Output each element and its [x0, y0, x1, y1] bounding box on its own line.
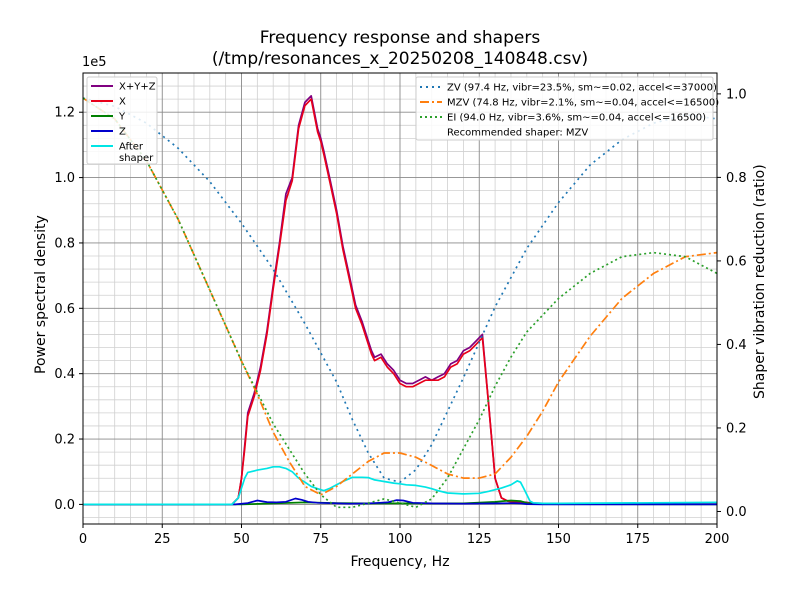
legend-left-label: Y	[118, 112, 126, 123]
y-scale-label: 1e5	[82, 55, 107, 70]
legend-right-label: Recommended shaper: MZV	[447, 128, 588, 139]
y-tick-label: 0.0	[54, 498, 75, 513]
x-axis-label: Frequency, Hz	[350, 554, 450, 570]
legend-left-label: X+Y+Z	[119, 82, 156, 93]
y-tick-label: 1.0	[54, 171, 75, 186]
series-line-3	[83, 497, 717, 506]
series-line-6	[82, 97, 718, 496]
legend-left-label: shaper	[119, 153, 154, 164]
x-tick-label: 25	[154, 532, 171, 547]
y-tick-label: 0.4	[54, 367, 75, 382]
legend-right-box	[415, 76, 714, 141]
x-tick-label: 200	[705, 532, 730, 547]
x-tick-label: 0	[79, 532, 87, 547]
series-line-4	[83, 465, 718, 506]
y2-tick-label: 1.0	[726, 87, 747, 102]
y-tick-label: 0.2	[54, 433, 75, 448]
series-line-7	[82, 97, 718, 509]
x-tick-label: 100	[388, 532, 413, 547]
y2-tick-label: 0.0	[726, 505, 747, 520]
chart-title: Frequency response and shapers	[259, 28, 541, 48]
legend-left-label: Z	[119, 127, 126, 138]
legend-right-label: EI (94.0 Hz, vibr=3.6%, sm~=0.04, accel<…	[447, 113, 706, 124]
legend-right-label: MZV (74.8 Hz, vibr=2.1%, sm~=0.04, accel…	[447, 98, 719, 109]
x-tick-label: 150	[546, 532, 571, 547]
legend-left-label: After	[119, 142, 144, 153]
y2-tick-label: 0.2	[726, 421, 747, 436]
x-tick-label: 75	[312, 532, 329, 547]
y-tick-label: 0.6	[54, 302, 75, 317]
y-tick-label: 1.2	[54, 106, 75, 121]
y-tick-label: 0.8	[54, 236, 75, 251]
legend-left-box	[86, 76, 158, 165]
x-tick-label: 125	[467, 532, 492, 547]
x-tick-label: 175	[625, 532, 650, 547]
y2-tick-label: 0.4	[726, 338, 747, 353]
chart-subtitle: (/tmp/resonances_x_20250208_140848.csv)	[211, 49, 589, 69]
y2-tick-label: 0.8	[726, 171, 747, 186]
y2-tick-label: 0.6	[726, 254, 747, 269]
x-tick-label: 50	[233, 532, 250, 547]
legend-left-label: X	[119, 97, 126, 108]
legend-right-label: ZV (97.4 Hz, vibr=23.5%, sm~=0.02, accel…	[447, 83, 717, 94]
